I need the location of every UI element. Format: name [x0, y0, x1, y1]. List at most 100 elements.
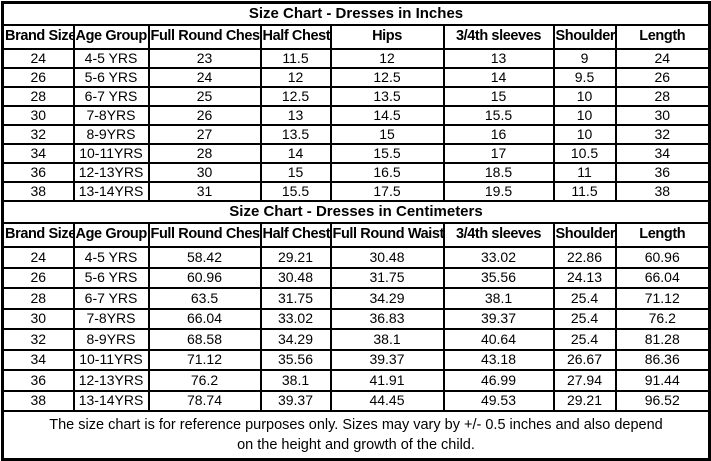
table-cell-half-chest: 11.5 [259, 48, 332, 69]
table-cell-shoulder: 25.4 [552, 307, 617, 330]
table-cell-length: 38 [614, 181, 711, 202]
footer-note-line-2: on the height and growth of the child. [237, 437, 475, 453]
table-cell-full-round-chest: 71.12 [147, 348, 262, 371]
table-title-row-centimeters: Size Chart - Dresses in Centimeters [1, 200, 711, 224]
header-row-inches: Brand Size Age Group Full Round Chest Ha… [1, 24, 711, 50]
table-cell-sleeves: 35.56 [442, 266, 555, 289]
table-cell-hips: 14.5 [329, 105, 445, 126]
table-cell-half-chest: 29.21 [259, 246, 332, 269]
table-cell-full-round-chest: 76.2 [147, 369, 262, 392]
table-cell-full-round-chest: 78.74 [147, 389, 262, 412]
table-cell-shoulder: 10.5 [552, 143, 617, 164]
table-cell-half-chest: 31.75 [259, 287, 332, 310]
table-cell-age-group: 5-6 YRS [72, 266, 150, 289]
column-header: Hips [329, 24, 445, 50]
table-cell-length: 30 [614, 105, 711, 126]
table-cell-brand-size: 26 [1, 266, 75, 289]
column-header: Full Round Chest [147, 222, 262, 248]
column-header: 3/4th sleeves [442, 222, 555, 248]
table-cell-sleeves: 49.53 [442, 389, 555, 412]
table-cell-brand-size: 24 [1, 246, 75, 269]
table-cell-full-round-chest: 66.04 [147, 307, 262, 330]
table-cell-full-round-chest: 23 [147, 48, 262, 69]
table-cell-sleeves: 46.99 [442, 369, 555, 392]
table-cell-hips: 16.5 [329, 162, 445, 183]
table-title-centimeters: Size Chart - Dresses in Centimeters [1, 200, 711, 224]
table-cell-length: 36 [614, 162, 711, 183]
table-cell-sleeves: 43.18 [442, 348, 555, 371]
table-cell-brand-size: 30 [1, 105, 75, 126]
table-row: 30 7-8YRS 66.04 33.02 36.83 39.37 25.4 7… [1, 307, 711, 330]
table-cell-brand-size: 24 [1, 48, 75, 69]
table-cell-shoulder: 25.4 [552, 287, 617, 310]
table-cell-full-round-waist: 44.45 [329, 389, 445, 412]
table-cell-length: 86.36 [614, 348, 711, 371]
table-cell-half-chest: 13.5 [259, 124, 332, 145]
table-cell-full-round-waist: 39.37 [329, 348, 445, 371]
table-row: 30 7-8YRS 26 13 14.5 15.5 10 30 [1, 105, 711, 126]
table-cell-shoulder: 10 [552, 86, 617, 107]
table-title-inches: Size Chart - Dresses in Inches [1, 1, 711, 26]
table-cell-sleeves: 15.5 [442, 105, 555, 126]
table-cell-length: 96.52 [614, 389, 711, 412]
table-cell-half-chest: 13 [259, 105, 332, 126]
table-cell-shoulder: 10 [552, 124, 617, 145]
table-cell-full-round-waist: 34.29 [329, 287, 445, 310]
column-header: Half Chest [259, 24, 332, 50]
table-cell-half-chest: 39.37 [259, 389, 332, 412]
table-cell-sleeves: 17 [442, 143, 555, 164]
table-cell-sleeves: 18.5 [442, 162, 555, 183]
table-cell-shoulder: 27.94 [552, 369, 617, 392]
table-cell-age-group: 7-8YRS [72, 307, 150, 330]
table-cell-brand-size: 34 [1, 348, 75, 371]
table-cell-length: 66.04 [614, 266, 711, 289]
table-cell-full-round-chest: 27 [147, 124, 262, 145]
table-cell-age-group: 7-8YRS [72, 105, 150, 126]
column-header: Shoulder [552, 24, 617, 50]
column-header: Brand Size [1, 222, 75, 248]
table-cell-hips: 17.5 [329, 181, 445, 202]
table-cell-sleeves: 39.37 [442, 307, 555, 330]
table-cell-half-chest: 30.48 [259, 266, 332, 289]
table-body-inches: 24 4-5 YRS 23 11.5 12 13 9 24 26 5-6 YRS… [1, 48, 711, 202]
table-cell-shoulder: 9 [552, 48, 617, 69]
table-cell-half-chest: 38.1 [259, 369, 332, 392]
table-cell-age-group: 10-11YRS [72, 348, 150, 371]
table-cell-brand-size: 34 [1, 143, 75, 164]
table-cell-shoulder: 25.4 [552, 328, 617, 351]
table-row: 26 5-6 YRS 60.96 30.48 31.75 35.56 24.13… [1, 266, 711, 289]
table-cell-half-chest: 12.5 [259, 86, 332, 107]
column-header: Age Group [72, 222, 150, 248]
footer-note-line-1: The size chart is for reference purposes… [49, 417, 663, 433]
table-row: 38 13-14YRS 78.74 39.37 44.45 49.53 29.2… [1, 389, 711, 412]
table-row: 28 6-7 YRS 25 12.5 13.5 15 10 28 [1, 86, 711, 107]
table-cell-full-round-chest: 24 [147, 67, 262, 88]
table-cell-length: 34 [614, 143, 711, 164]
table-row: 24 4-5 YRS 23 11.5 12 13 9 24 [1, 48, 711, 69]
table-row: 32 8-9YRS 27 13.5 15 16 10 32 [1, 124, 711, 145]
table-cell-hips: 12 [329, 48, 445, 69]
table-cell-shoulder: 9.5 [552, 67, 617, 88]
table-row: 26 5-6 YRS 24 12 12.5 14 9.5 26 [1, 67, 711, 88]
table-cell-length: 81.28 [614, 328, 711, 351]
table-cell-brand-size: 38 [1, 389, 75, 412]
footer-note-row: The size chart is for reference purposes… [1, 410, 711, 461]
table-cell-shoulder: 11.5 [552, 181, 617, 202]
table-cell-full-round-chest: 68.58 [147, 328, 262, 351]
table-cell-sleeves: 16 [442, 124, 555, 145]
table-cell-shoulder: 26.67 [552, 348, 617, 371]
table-cell-full-round-chest: 60.96 [147, 266, 262, 289]
table-cell-brand-size: 28 [1, 287, 75, 310]
table-cell-hips: 12.5 [329, 67, 445, 88]
table-cell-brand-size: 28 [1, 86, 75, 107]
table-cell-age-group: 8-9YRS [72, 124, 150, 145]
table-cell-half-chest: 14 [259, 143, 332, 164]
table-cell-full-round-chest: 30 [147, 162, 262, 183]
table-cell-half-chest: 12 [259, 67, 332, 88]
table-cell-brand-size: 26 [1, 67, 75, 88]
table-cell-full-round-chest: 58.42 [147, 246, 262, 269]
table-cell-half-chest: 35.56 [259, 348, 332, 371]
table-cell-age-group: 4-5 YRS [72, 48, 150, 69]
table-cell-age-group: 12-13YRS [72, 162, 150, 183]
